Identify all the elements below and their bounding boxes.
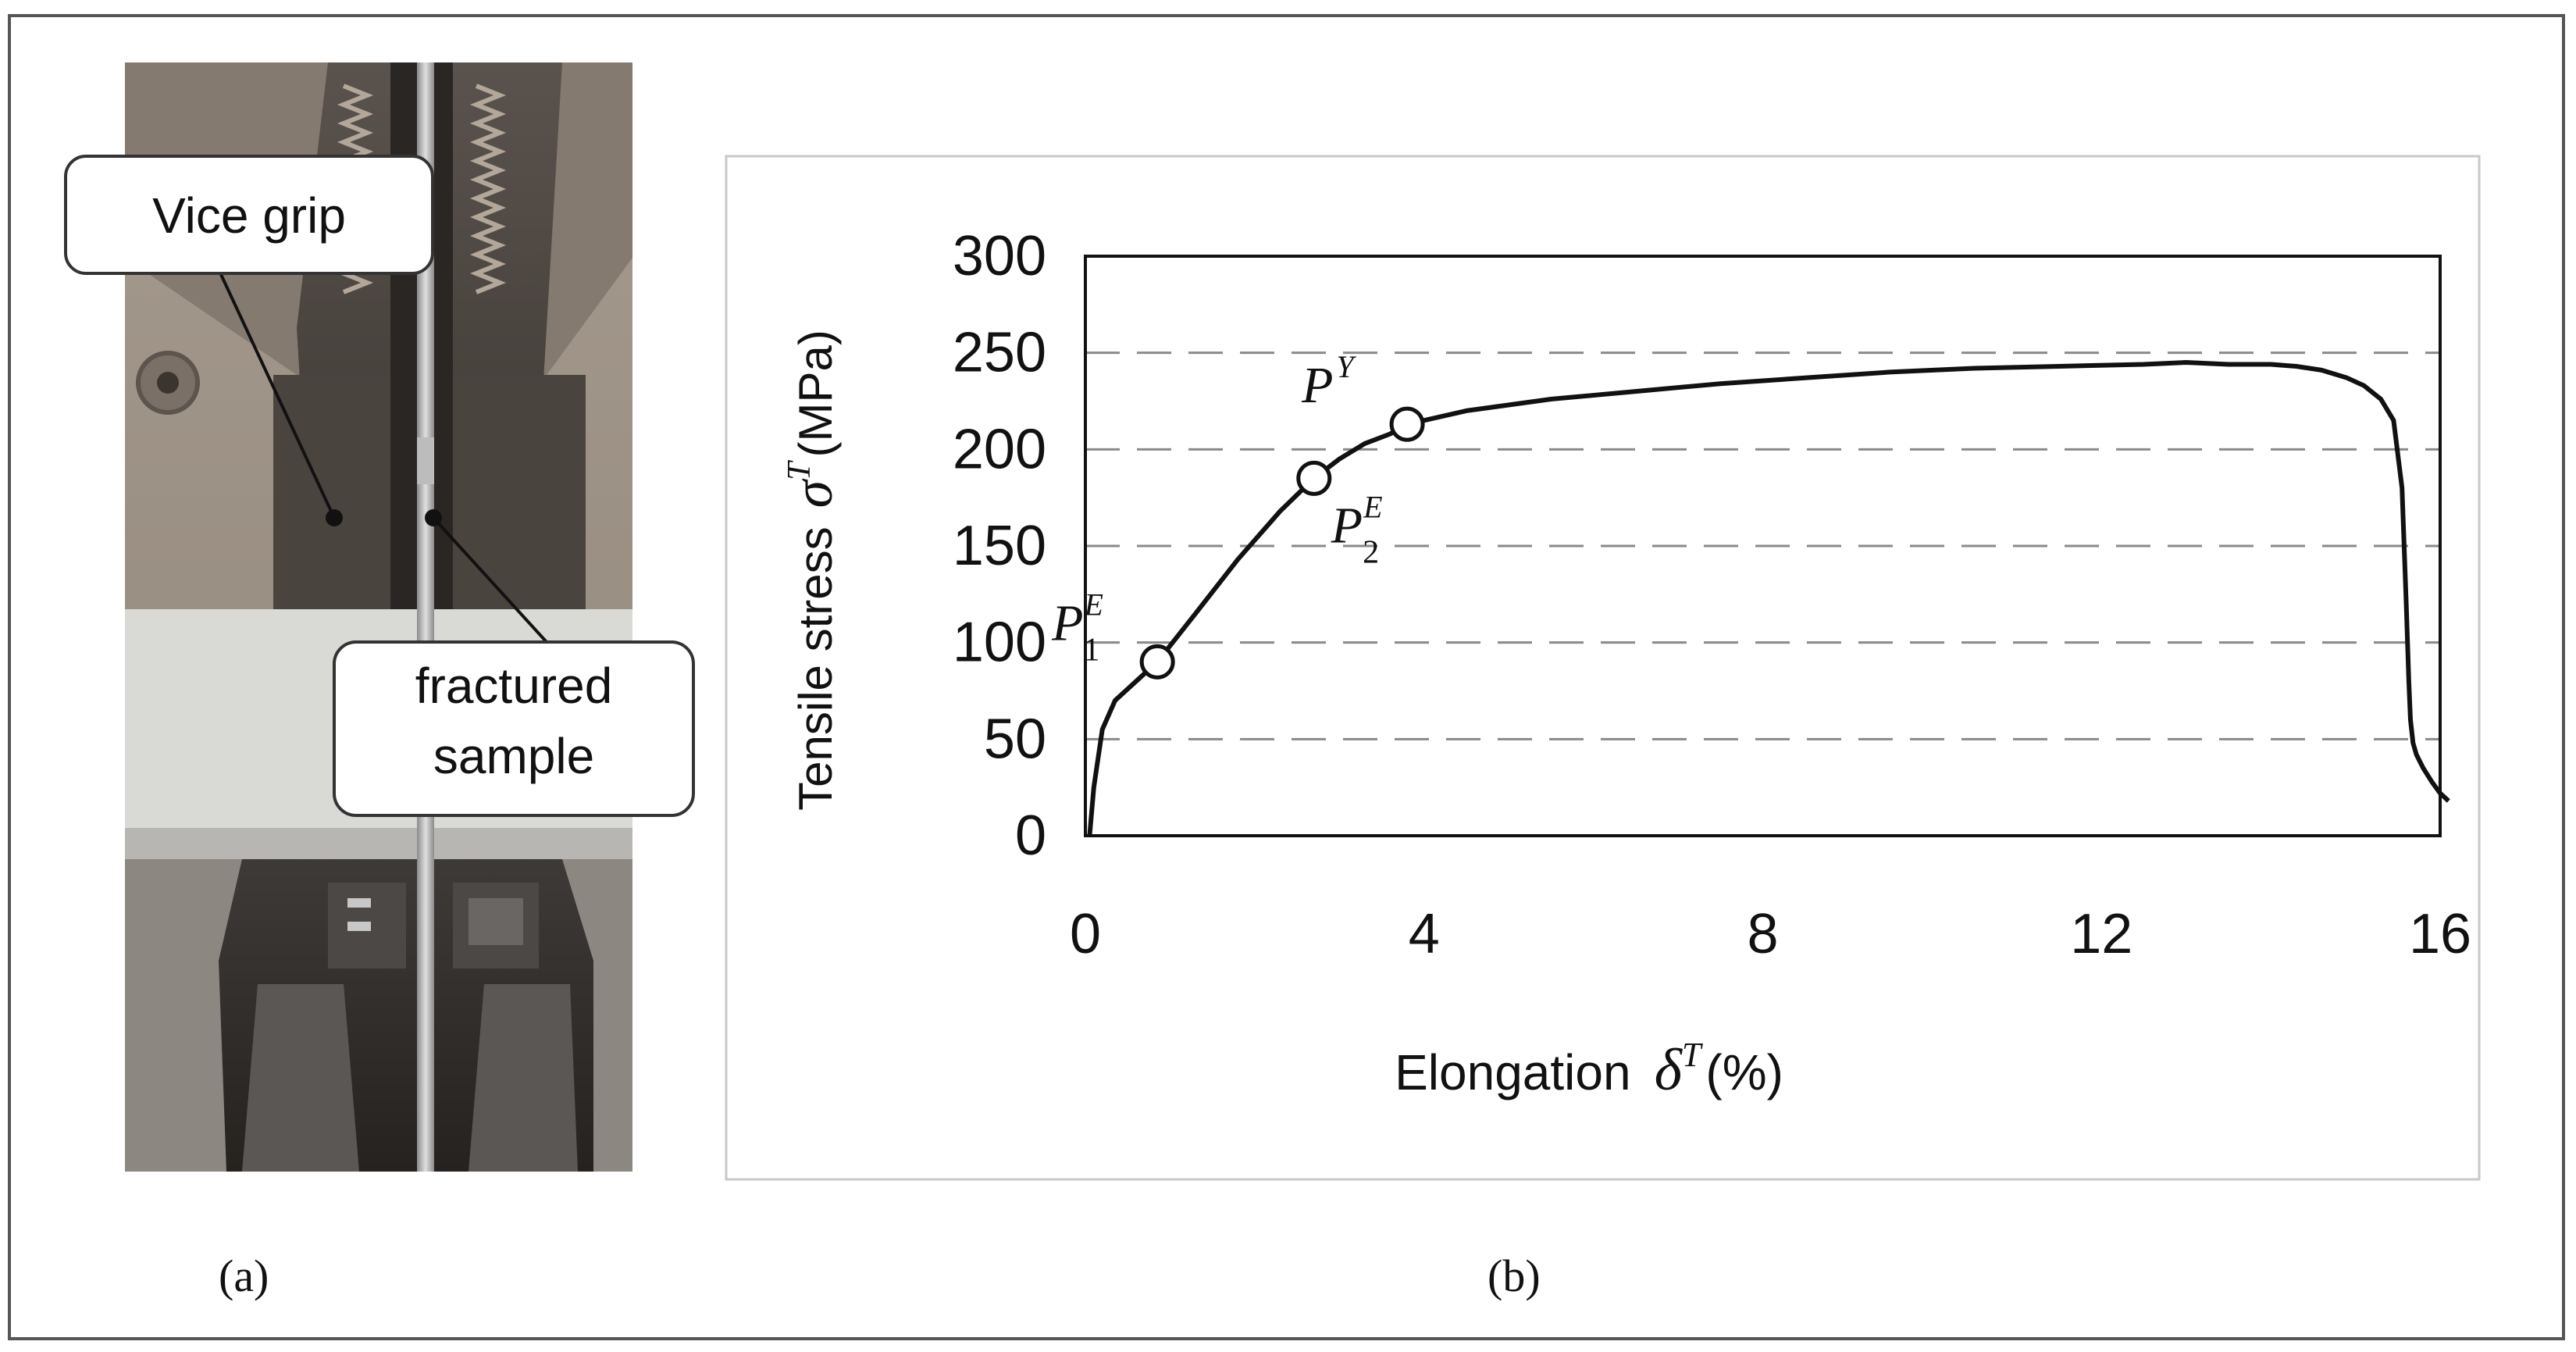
fractured-label-line1: fractured [415,658,613,714]
x-tick-labels: 0 4 8 12 16 [1070,903,2471,965]
gridlines [1085,351,2440,740]
vice-grip-dot [326,509,343,526]
y-tick-label: 150 [953,515,1046,577]
marker-point [1296,460,1332,496]
chart-border [725,155,2481,1181]
stress-strain-curve [1087,360,2450,837]
x-axis-title-text: Elongation [1395,1044,1630,1101]
y-axis-title-text: Tensile stress [789,526,842,810]
x-axis-unit: (%) [1705,1044,1783,1101]
sample-leader [432,516,548,644]
x-axis-title: Elongation δT(%) [1395,1036,1783,1103]
figure-frame [8,14,2565,1340]
x-tick-label: 4 [1409,903,1440,965]
x-axis-symbol-sup: T [1682,1036,1704,1074]
vice-grip-leader [217,269,336,519]
x-tick-label: 12 [2070,903,2132,965]
y-axis-title: Tensile stress σT (MPa) [782,330,844,811]
y-axis-unit: (MPa) [789,330,842,457]
fractured-label-line2: sample [433,728,594,784]
fractured-sample-callout: fractured sample [333,640,695,817]
sample-dot [425,509,442,526]
x-axis-symbol: δ [1655,1037,1683,1103]
panel-a-caption: (a) [219,1250,269,1301]
marker-label: P1E [1051,587,1103,668]
x-tick-label: 0 [1070,903,1101,965]
callout-leaders [217,269,548,644]
y-axis-symbol: σ [782,478,844,508]
plot-area: 0 50 100 150 200 250 300 0 4 8 12 16 P1E P2E P Y [953,225,2471,965]
y-tick-label: 250 [953,322,1046,384]
x-tick-label: 16 [2409,903,2471,965]
marker-label: P2E [1331,489,1383,570]
y-tick-label: 300 [953,225,1046,287]
y-tick-label: 200 [953,418,1046,480]
vice-grip-callout: Vice grip [64,155,434,275]
y-axis-symbol-sup: T [782,460,818,480]
y-tick-label: 0 [1015,804,1046,867]
y-axis-title-group: Tensile stress σT (MPa) [782,330,844,811]
y-tick-label: 100 [953,612,1046,674]
marker-point [1139,644,1175,680]
panel-b-caption: (b) [1488,1250,1541,1301]
y-tick-labels: 0 50 100 150 200 250 300 [953,225,1046,867]
point-markers: P1E P2E P Y [1051,349,1425,680]
y-tick-label: 50 [984,708,1046,770]
vice-grip-label: Vice grip [152,187,346,244]
x-tick-label: 8 [1747,903,1778,965]
marker-point [1389,406,1425,442]
plot-frame [1084,255,2442,837]
